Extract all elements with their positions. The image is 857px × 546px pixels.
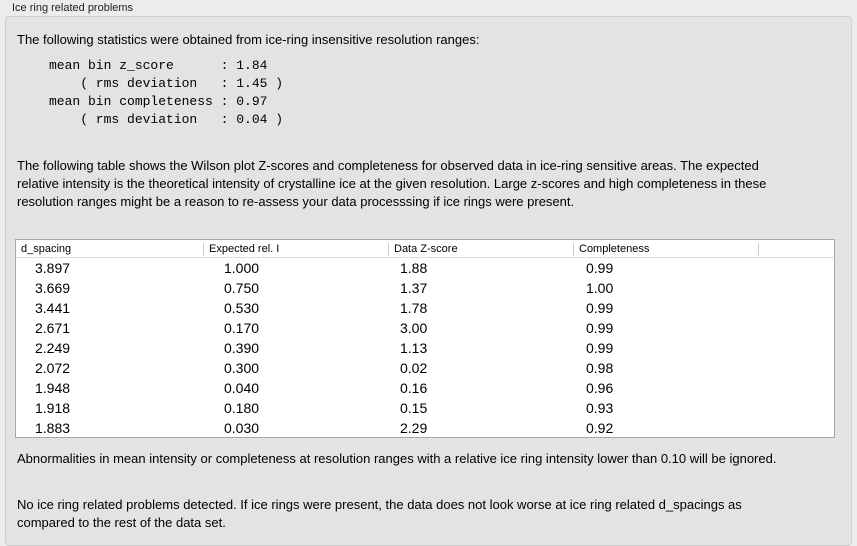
table-cell: 3.441	[35, 300, 71, 316]
table-header: d_spacing Expected rel. I Data Z-score Comp…	[16, 240, 834, 258]
table-row[interactable]: 3.669 0.750 1.37 1.00	[16, 278, 834, 298]
intro-text: The following statistics were obtained f…	[17, 32, 480, 47]
table-row[interactable]: 3.441 0.530 1.78 0.99	[16, 298, 834, 318]
stats-block: mean bin z_score : 1.84 ( rms deviation …	[49, 57, 283, 129]
table-cell: 1.88	[400, 260, 428, 276]
stat-value: : 0.97	[220, 94, 268, 109]
table-cell: 0.99	[586, 340, 614, 356]
table-cell: 1.00	[586, 280, 614, 296]
table-cell: 1.78	[400, 300, 428, 316]
table-cell: 2.072	[35, 360, 71, 376]
note-text: Abnormalities in mean intensity or compl…	[17, 451, 777, 466]
table-cell: 2.29	[400, 420, 428, 436]
table-cell: 3.897	[35, 260, 71, 276]
group-title: Ice ring related problems	[12, 2, 134, 14]
table-row[interactable]: 2.671 0.170 3.00 0.99	[16, 318, 834, 338]
table-cell: 1.918	[35, 400, 71, 416]
table-row[interactable]: 1.883 0.030 2.29 0.92	[16, 418, 834, 438]
table-cell: 2.249	[35, 340, 71, 356]
column-header-empty	[758, 243, 764, 256]
stat-line: mean bin completeness : 0.97	[49, 93, 283, 111]
table-cell: 2.671	[35, 320, 71, 336]
ice-ring-table[interactable]: d_spacing Expected rel. I Data Z-score Comp…	[15, 239, 835, 438]
table-cell: 0.040	[224, 380, 260, 396]
table-row[interactable]: 2.072 0.300 0.02 0.98	[16, 358, 834, 378]
table-cell: 0.93	[586, 400, 614, 416]
stat-value: : 0.04 )	[220, 112, 284, 127]
table-cell: 0.96	[586, 380, 614, 396]
table-cell: 0.99	[586, 300, 614, 316]
table-cell: 0.16	[400, 380, 428, 396]
stat-label: ( rms deviation	[49, 112, 221, 127]
table-cell: 0.390	[224, 340, 260, 356]
table-body: 3.897 1.000 1.88 0.99 3.669 0.750 1.37 1.00 3.44…	[16, 258, 834, 438]
table-cell: 0.170	[224, 320, 260, 336]
table-cell: 0.300	[224, 360, 260, 376]
table-row[interactable]: 3.897 1.000 1.88 0.99	[16, 258, 834, 278]
column-header[interactable]: Completeness	[573, 243, 758, 256]
table-cell: 0.99	[586, 320, 614, 336]
column-header[interactable]: Expected rel. I	[203, 243, 388, 256]
table-cell: 1.000	[224, 260, 260, 276]
stat-line: mean bin z_score : 1.84	[49, 57, 283, 75]
table-cell: 0.180	[224, 400, 260, 416]
stat-label: ( rms deviation	[49, 76, 221, 91]
stat-label: mean bin z_score	[49, 58, 221, 73]
table-cell: 1.948	[35, 380, 71, 396]
stat-line: ( rms deviation : 0.04 )	[49, 111, 283, 129]
table-cell: 0.98	[586, 360, 614, 376]
stat-line: ( rms deviation : 1.45 )	[49, 75, 283, 93]
table-cell: 3.00	[400, 320, 428, 336]
stat-label: mean bin completeness	[49, 94, 221, 109]
table-row[interactable]: 1.918 0.180 0.15 0.93	[16, 398, 834, 418]
stat-value: : 1.45 )	[220, 76, 284, 91]
table-row[interactable]: 2.249 0.390 1.13 0.99	[16, 338, 834, 358]
conclusion-text: No ice ring related problems detected. I…	[17, 497, 742, 530]
table-cell: 0.030	[224, 420, 260, 436]
table-cell: 3.669	[35, 280, 71, 296]
table-cell: 0.530	[224, 300, 260, 316]
stat-value: : 1.84	[220, 58, 268, 73]
column-header[interactable]: Data Z-score	[388, 243, 573, 256]
column-header[interactable]: d_spacing	[21, 243, 72, 255]
table-intro-text: The following table shows the Wilson plo…	[17, 158, 767, 209]
table-cell: 1.883	[35, 420, 71, 436]
table-cell: 0.02	[400, 360, 428, 376]
table-cell: 0.750	[224, 280, 260, 296]
table-cell: 1.37	[400, 280, 428, 296]
table-cell: 1.13	[400, 340, 428, 356]
table-cell: 0.92	[586, 420, 614, 436]
table-cell: 0.15	[400, 400, 428, 416]
table-cell: 0.99	[586, 260, 614, 276]
table-row[interactable]: 1.948 0.040 0.16 0.96	[16, 378, 834, 398]
